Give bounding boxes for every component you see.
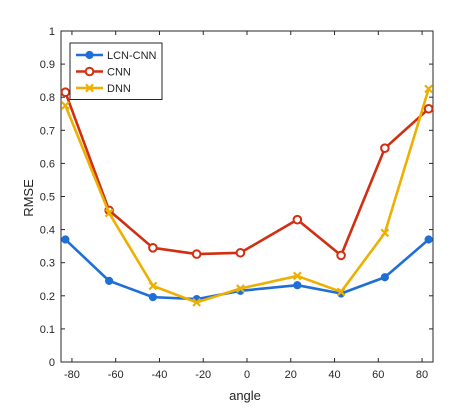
x-tick-label: -80 xyxy=(64,369,80,381)
y-axis-label: RMSE xyxy=(21,179,36,217)
data-point-lcn-cnn xyxy=(148,293,158,302)
y-tick-label: 0.1 xyxy=(40,324,55,336)
legend-marker-cnn xyxy=(84,66,95,77)
data-point-dnn xyxy=(148,281,158,291)
y-tick-label: 0.6 xyxy=(40,158,55,170)
legend-label-lcn-cnn: LCN-CNN xyxy=(107,50,157,62)
data-point-dnn xyxy=(60,101,70,110)
series-dnn xyxy=(60,84,434,307)
data-point-lcn-cnn xyxy=(424,235,433,244)
data-point-cnn xyxy=(148,243,158,253)
legend-marker-lcn-cnn xyxy=(85,50,94,60)
data-point-cnn xyxy=(191,249,202,259)
data-point-lcn-cnn xyxy=(105,276,114,286)
data-point-cnn xyxy=(235,247,246,258)
data-point-cnn xyxy=(60,87,71,98)
x-tick-label: 60 xyxy=(372,369,384,381)
series-line-dnn xyxy=(64,88,430,304)
legend: LCN-CNN CNN DNN xyxy=(69,42,163,100)
x-tick-label: -60 xyxy=(108,369,124,381)
y-tick-label: 0.4 xyxy=(40,225,55,237)
data-point-cnn xyxy=(423,103,434,114)
data-point-dnn xyxy=(236,284,245,293)
x-tick-label: 0 xyxy=(244,369,250,381)
x-axis-label: angle xyxy=(229,388,261,403)
data-point-dnn xyxy=(424,84,434,94)
series-layer xyxy=(60,84,434,307)
y-tick-label: 0.8 xyxy=(40,92,55,104)
data-point-cnn xyxy=(336,250,346,261)
x-tick-label: 80 xyxy=(416,369,428,381)
data-point-lcn-cnn xyxy=(380,273,389,282)
y-tick-label: 0.3 xyxy=(40,258,55,270)
legend-label-cnn: CNN xyxy=(107,67,131,79)
y-tick-label: 1 xyxy=(49,26,55,38)
data-point-dnn xyxy=(292,271,302,281)
x-tick-label: 20 xyxy=(285,369,297,381)
x-tick-label: -20 xyxy=(195,369,211,381)
data-point-dnn xyxy=(336,287,346,297)
y-tick-label: 0.7 xyxy=(40,125,55,137)
legend-label-dnn: DNN xyxy=(107,83,131,95)
series-cnn xyxy=(60,87,434,261)
data-point-dnn xyxy=(192,298,202,307)
legend-marker-dnn xyxy=(85,83,94,93)
y-tick-label: 0.9 xyxy=(40,59,55,71)
data-point-cnn xyxy=(380,143,390,153)
y-tick-label: 0.5 xyxy=(40,192,55,204)
data-point-lcn-cnn xyxy=(293,281,302,290)
axes: 0 0.1 0.2 0.3 0.4 0.5 0.6 0.7 0.8 0.9 1 -80 -60 -40 -2… xyxy=(40,26,434,381)
data-point-dnn xyxy=(104,208,114,218)
data-point-dnn xyxy=(380,228,390,238)
y-tick-label: 0 xyxy=(49,357,55,369)
x-tick-label: 40 xyxy=(328,369,340,381)
data-point-lcn-cnn xyxy=(61,235,70,244)
y-tick-label: 0.2 xyxy=(40,291,55,303)
data-point-cnn xyxy=(292,214,303,225)
x-tick-label: -40 xyxy=(152,369,168,381)
